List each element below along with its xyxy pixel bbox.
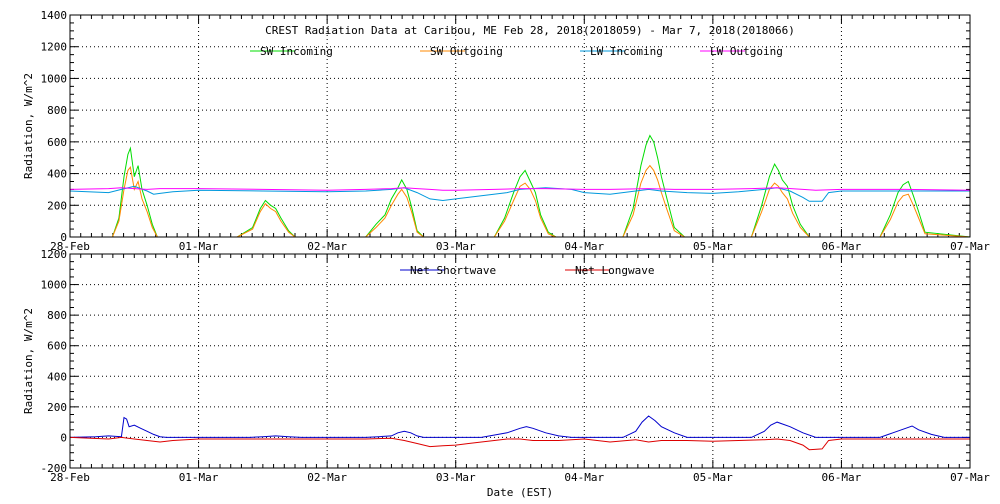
x-tick-label: 07-Mar [950, 471, 990, 484]
x-tick-label: 02-Mar [307, 471, 347, 484]
chart-title: CREST Radiation Data at Caribou, ME Feb … [265, 24, 795, 37]
y-tick-label: 200 [47, 401, 67, 414]
x-tick-label: 04-Mar [564, 471, 604, 484]
legend-label: LW Outgoing [710, 45, 783, 58]
y-tick-label: 200 [47, 199, 67, 212]
legend-label: SW Outgoing [430, 45, 503, 58]
y-tick-label: 1200 [41, 248, 68, 261]
x-tick-label: 04-Mar [564, 240, 604, 253]
y-tick-label: 1000 [41, 72, 68, 85]
series-line-net-shortwave [69, 415, 970, 438]
legend-label: Net Longwave [575, 264, 654, 277]
plot-frame [69, 253, 971, 469]
x-tick-label: 28-Feb [50, 240, 90, 253]
plot-frame [69, 14, 971, 238]
y-axis-label: Radiation, W/m^2 [22, 73, 35, 179]
y-tick-label: 1200 [41, 41, 68, 54]
x-tick-label: 07-Mar [950, 240, 990, 253]
x-axis-label: Date (EST) [487, 486, 553, 499]
y-tick-label: 400 [47, 168, 67, 181]
x-tick-label: 06-Mar [822, 240, 862, 253]
y-tick-label: 1400 [41, 9, 68, 22]
series-line-lw-outgoing [69, 187, 971, 191]
x-tick-label: 03-Mar [436, 471, 476, 484]
legend-label: LW Incoming [590, 45, 663, 58]
x-tick-label: 01-Mar [179, 471, 219, 484]
y-tick-label: 400 [47, 370, 67, 383]
x-tick-label: 28-Feb [50, 471, 90, 484]
x-tick-label: 05-Mar [693, 471, 733, 484]
x-tick-label: 01-Mar [179, 240, 219, 253]
y-tick-label: -200 [41, 462, 68, 475]
y-tick-label: 0 [60, 231, 67, 244]
chart-panel-2: -200 0 200 400 600 800 1000 1200 28-Feb 01-Mar 02-… [22, 248, 990, 499]
chart-panel-1: 0 200 400 600 800 1000 1200 1400 28-Feb 01-Mar 02-… [22, 9, 990, 253]
y-tick-label: 600 [47, 136, 67, 149]
y-tick-label: 0 [60, 431, 67, 444]
series-line-net-longwave [69, 436, 970, 451]
y-tick-label: 800 [47, 309, 67, 322]
series-line-lw-incoming [69, 185, 970, 202]
legend-label: SW Incoming [260, 45, 333, 58]
x-tick-label: 03-Mar [436, 240, 476, 253]
y-tick-label: 600 [47, 340, 67, 353]
x-tick-label: 06-Mar [822, 471, 862, 484]
legend-label: Net Shortwave [410, 264, 496, 277]
x-tick-label: 02-Mar [307, 240, 347, 253]
y-tick-label: 800 [47, 104, 67, 117]
x-tick-label: 05-Mar [693, 240, 733, 253]
y-tick-label: 1000 [41, 279, 68, 292]
y-axis-label: Radiation, W/m^2 [22, 308, 35, 414]
